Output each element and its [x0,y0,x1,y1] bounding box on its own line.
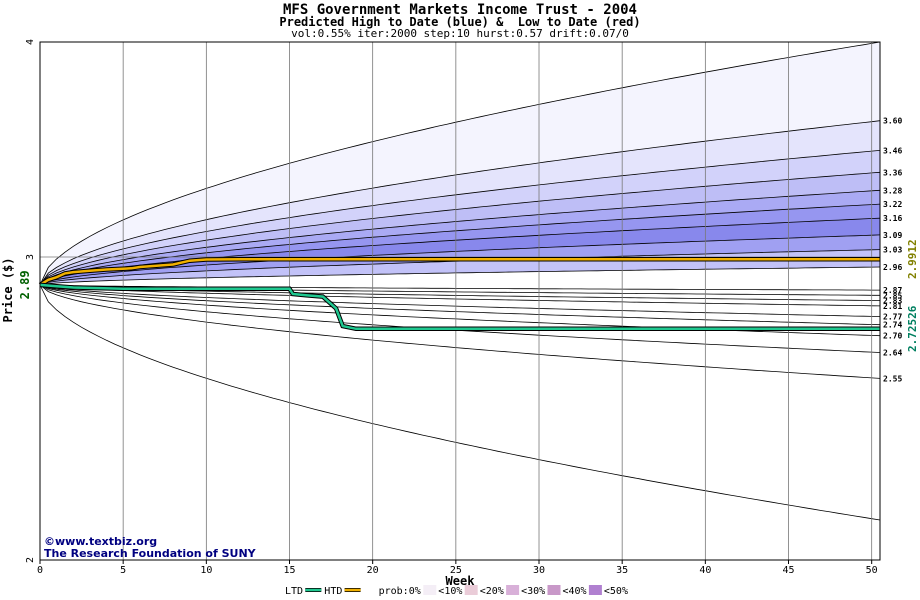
high-band [40,120,880,285]
quantile-label: 2.64 [883,349,902,358]
x-tick-label: 0 [37,565,43,576]
high-quantile-line [39,189,881,286]
credit-website: ©www.textbiz.org [44,535,158,548]
x-tick-label: 35 [616,565,628,576]
high-band [40,267,880,285]
high-band [40,190,880,285]
legend-swatch [547,585,561,595]
legend-swatch [588,585,602,595]
low-band [40,284,880,520]
ltd-series-line [39,283,880,331]
chart-legend: LTD HTD prob:0% <10% <20% <30% <40% <50% [285,585,628,597]
x-tick-label: 20 [367,565,379,576]
quantile-label: 3.46 [883,146,902,155]
x-tick-label: 40 [699,565,711,576]
quantile-label: 2.85 [883,291,902,300]
plot-frame [39,41,881,561]
chart-subtitle: Predicted High to Date (blue) & Low to D… [279,15,641,29]
x-tick-label: 25 [450,565,462,576]
quantile-label: 3.22 [883,200,902,209]
quantile-label: 3.09 [883,231,902,240]
high-band [40,218,880,285]
legend-swatch [506,585,520,595]
quantile-label: 3.28 [883,186,902,195]
quantile-label: 2.87 [883,286,902,295]
legend-label: <50% [604,586,628,597]
chart-parameters: vol:0.55% iter:2000 step:10 hurst:0.57 d… [291,27,629,40]
low-quantile-line [39,284,881,317]
low-quantile-line [39,284,881,326]
price-series [38,256,880,332]
high-quantile-line [39,171,881,286]
quantile-label: 3.03 [883,246,902,255]
y-axis-label: Price ($) [1,257,15,322]
credit-organization: The Research Foundation of SUNY [44,547,256,560]
legend-label: HTD [324,586,342,597]
low-quantile-line [39,284,881,307]
probability-bands [39,41,881,560]
legend-label: <20% [480,586,504,597]
quantile-label: 2.96 [883,263,902,272]
x-axis-label: Week [446,574,476,588]
low-quantile-line [39,284,881,379]
legend-swatch [423,585,437,595]
chart-labels: 3.60 3.46 3.36 3.28 3.22 3.16 3.09 3.03 2.96 2.87… [883,117,919,384]
start-price-label: 2.89 [18,270,32,299]
x-tick-label: 10 [200,565,212,576]
quantile-label: 2.81 [883,302,902,311]
y-tick-label: 4 [25,39,36,45]
y-tick-label: 3 [25,254,36,260]
high-quantile-line [39,150,881,286]
quantile-label: 2.83 [883,297,902,306]
high-quantile-line [39,234,881,286]
high-quantile-line [39,41,881,286]
low-quantile-line [39,284,881,521]
high-quantile-line [39,203,881,286]
high-band [40,172,880,285]
htd-series-line [39,257,880,286]
high-band [40,150,880,285]
quantile-label: 2.77 [883,313,902,322]
quantile-label: 2.74 [883,321,902,330]
legend-label: <30% [521,586,545,597]
legend-label: prob:0% [379,586,421,597]
quantile-label: 2.55 [883,374,902,383]
x-tick-label: 15 [283,565,295,576]
legend-label: LTD [285,586,303,597]
legend-swatch [363,585,377,595]
chart-title: MFS Government Markets Income Trust - 20… [282,2,637,18]
y-tick-label: 2 [25,557,36,563]
high-quantile-line [39,266,881,286]
htd-final-label: 2.9912 [906,239,919,279]
quantile-label: 3.60 [883,117,902,126]
high-band [40,42,880,285]
legend-label: <10% [438,586,462,597]
legend-label: <40% [563,586,587,597]
x-tick-label: 5 [120,565,126,576]
x-tick-label: 30 [533,565,545,576]
x-tick-label: 50 [866,565,878,576]
quantile-label: 3.36 [883,168,902,177]
ltd-final-label: 2.72526 [906,305,919,352]
high-band [40,204,880,285]
chart-axes: 0 5 10 15 20 25 30 35 40 45 50 2 3 4 Week Price ($) 2.89 [1,39,881,588]
quantile-label: 3.16 [883,214,902,223]
high-quantile-line [39,120,881,286]
x-tick-label: 45 [782,565,794,576]
legend-swatch [464,585,478,595]
quantile-label: 2.70 [883,332,902,341]
